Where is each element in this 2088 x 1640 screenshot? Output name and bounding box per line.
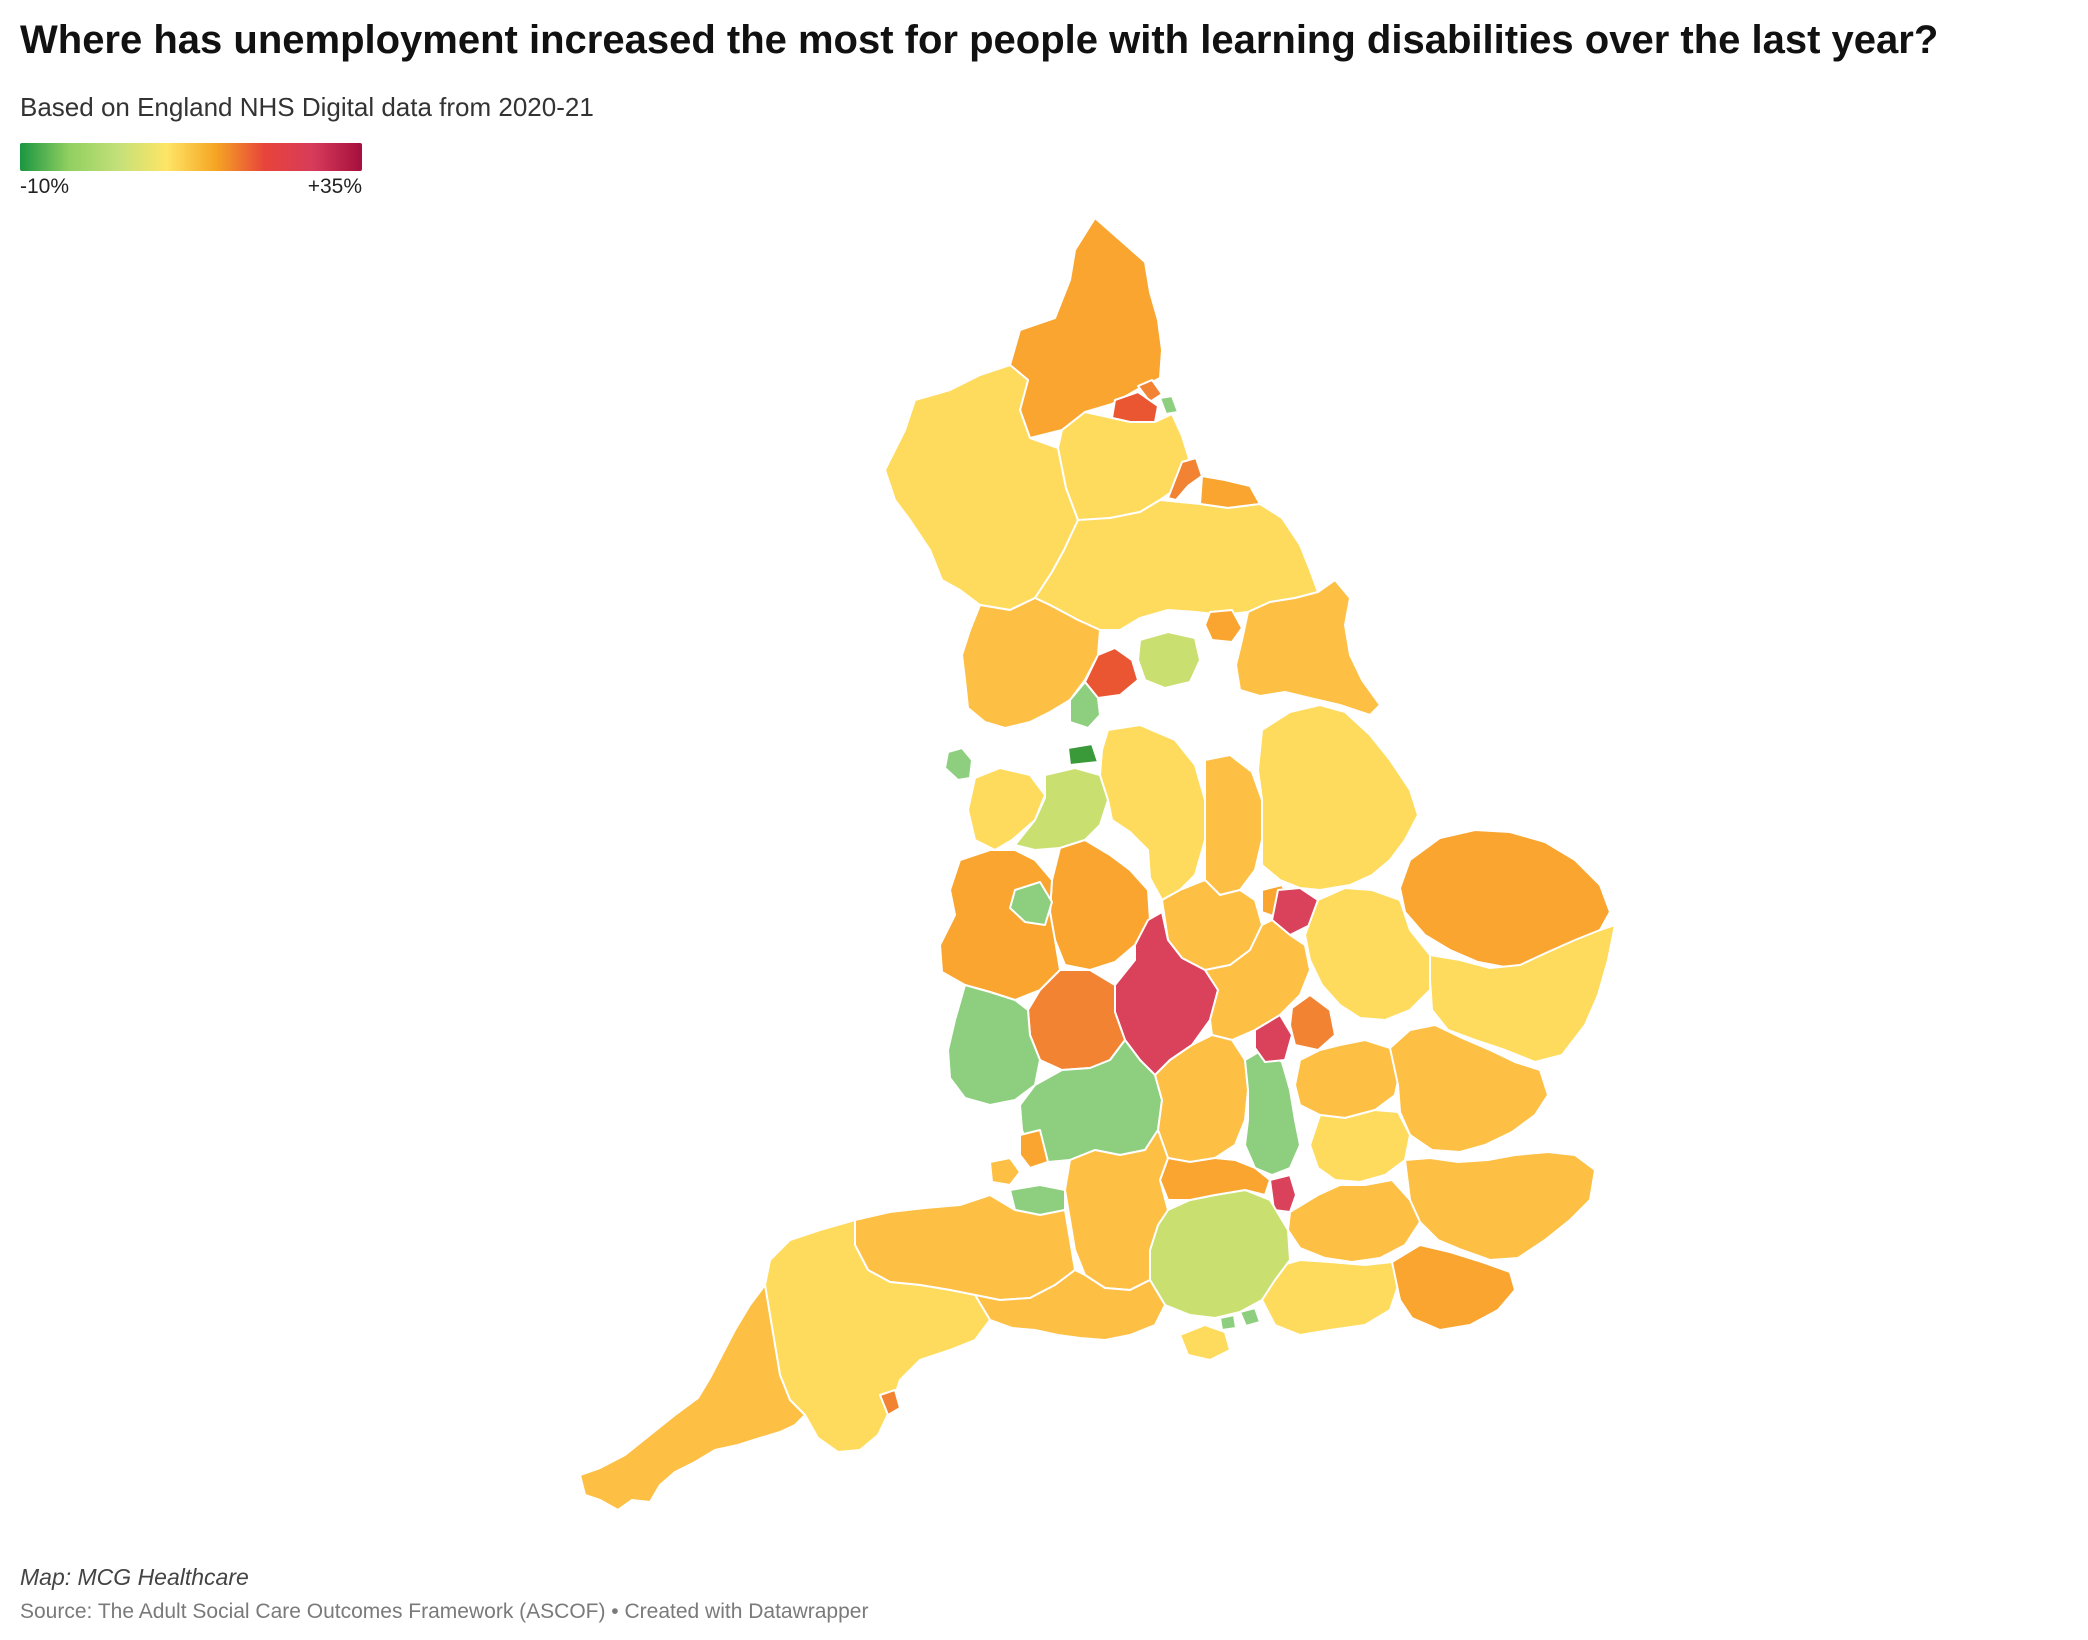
- region-oldham[interactable]: Oldham: [1067, 743, 1099, 766]
- england-choropleth-map: Northumberland Cumbria North Tyneside Ne…: [0, 200, 2088, 1530]
- region-kent[interactable]: Kent: [1404, 1151, 1596, 1261]
- region-suffolk[interactable]: Suffolk: [1429, 924, 1616, 1063]
- region-nottinghamshire[interactable]: Nottinghamshire: [1204, 754, 1263, 896]
- legend-max-label: +35%: [307, 175, 362, 198]
- region-leeds[interactable]: Leeds: [1137, 631, 1201, 689]
- region-cheshire-west[interactable]: Cheshire West and Chester: [967, 767, 1046, 851]
- legend-labels: -10% +35%: [20, 175, 362, 199]
- legend-gradient-bar: [20, 143, 362, 171]
- region-bedford[interactable]: Bedford: [1289, 994, 1336, 1051]
- color-legend: -10% +35%: [20, 143, 362, 199]
- region-wiltshire[interactable]: Wiltshire: [1064, 1129, 1169, 1291]
- region-surrey[interactable]: Surrey: [1287, 1179, 1421, 1263]
- region-berkshire[interactable]: Berkshire: [1159, 1157, 1271, 1201]
- region-torbay[interactable]: Torbay: [879, 1389, 901, 1416]
- region-cambridgeshire[interactable]: Cambridgeshire: [1304, 887, 1431, 1021]
- chart-subtitle: Based on England NHS Digital data from 2…: [20, 92, 594, 122]
- region-bristol[interactable]: Bristol: [989, 1157, 1021, 1186]
- region-lincolnshire[interactable]: Lincolnshire: [1257, 704, 1419, 891]
- region-milton-keynes[interactable]: Milton Keynes: [1254, 1014, 1293, 1063]
- map-credit: Map: MCG Healthcare: [20, 1564, 249, 1590]
- region-hertfordshire[interactable]: Hertfordshire: [1294, 1039, 1401, 1119]
- region-telford[interactable]: Telford and Wrekin: [1009, 881, 1053, 926]
- region-greater-london[interactable]: Greater London: [1309, 1109, 1411, 1183]
- region-east-riding[interactable]: East Riding of Yorkshire: [1235, 579, 1381, 716]
- region-northamptonshire[interactable]: Northamptonshire: [1204, 919, 1311, 1041]
- region-east-sussex[interactable]: East Sussex: [1391, 1244, 1516, 1331]
- region-south-gloucestershire[interactable]: South Gloucestershire: [1019, 1129, 1049, 1169]
- region-south-tyneside[interactable]: South Tyneside: [1159, 395, 1179, 415]
- region-west-sussex[interactable]: West Sussex: [1261, 1259, 1401, 1336]
- chart-title: Where has unemployment increased the mos…: [20, 18, 1939, 62]
- region-cornwall[interactable]: Cornwall: [579, 1284, 806, 1511]
- region-wirral[interactable]: Wirral: [944, 747, 973, 781]
- region-buckinghamshire[interactable]: Buckinghamshire: [1244, 1049, 1301, 1176]
- region-portsmouth[interactable]: Portsmouth: [1239, 1307, 1261, 1327]
- region-hartlepool[interactable]: Hartlepool: [1167, 457, 1203, 501]
- region-southampton[interactable]: Southampton: [1219, 1314, 1237, 1331]
- legend-min-label: -10%: [20, 175, 70, 198]
- region-herefordshire[interactable]: Herefordshire: [947, 984, 1041, 1106]
- region-lancashire[interactable]: Lancashire: [961, 597, 1101, 729]
- source-note: Source: The Adult Social Care Outcomes F…: [20, 1600, 869, 1623]
- region-redcar[interactable]: Redcar and Cleveland: [1199, 475, 1261, 509]
- region-york[interactable]: York: [1204, 609, 1243, 643]
- region-dorset[interactable]: Dorset: [974, 1269, 1166, 1341]
- region-calderdale[interactable]: Calderdale: [1069, 681, 1101, 729]
- region-isle-of-wight[interactable]: Isle of Wight: [1179, 1324, 1231, 1361]
